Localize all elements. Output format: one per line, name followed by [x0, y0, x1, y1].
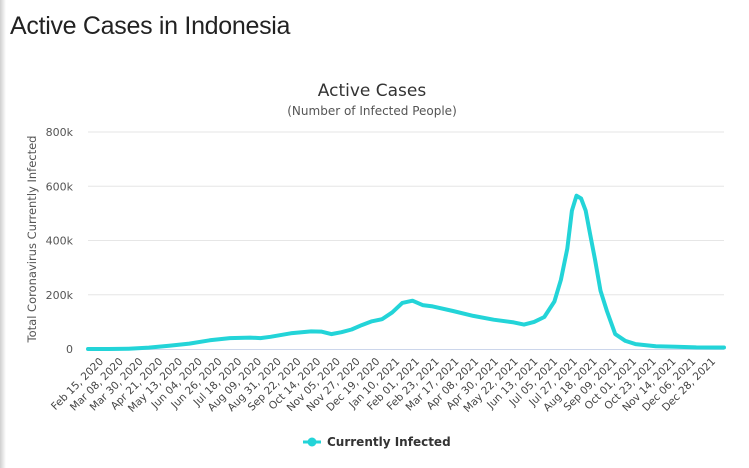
page-title: Active Cases in Indonesia	[10, 12, 291, 40]
y-axis-ticks: 0 200k 400k 600k 800k	[46, 126, 74, 356]
chart-title: Active Cases	[318, 81, 427, 101]
chart-subtitle: (Number of Infected People)	[287, 104, 457, 118]
y-tick-label: 600k	[46, 180, 74, 193]
y-tick-label: 400k	[46, 235, 74, 248]
y-tick-label: 0	[66, 343, 73, 356]
y-tick-label: 800k	[46, 126, 74, 139]
y-axis-title: Total Coronavirus Currently Infected	[25, 136, 39, 344]
legend[interactable]: Currently Infected	[303, 435, 451, 449]
legend-label-currently-infected: Currently Infected	[327, 435, 451, 449]
left-edge-shadow	[0, 0, 6, 468]
y-tick-label: 200k	[46, 289, 74, 302]
legend-marker	[307, 437, 317, 447]
grid-lines	[88, 131, 724, 296]
series-line-currently-infected[interactable]	[86, 193, 726, 351]
